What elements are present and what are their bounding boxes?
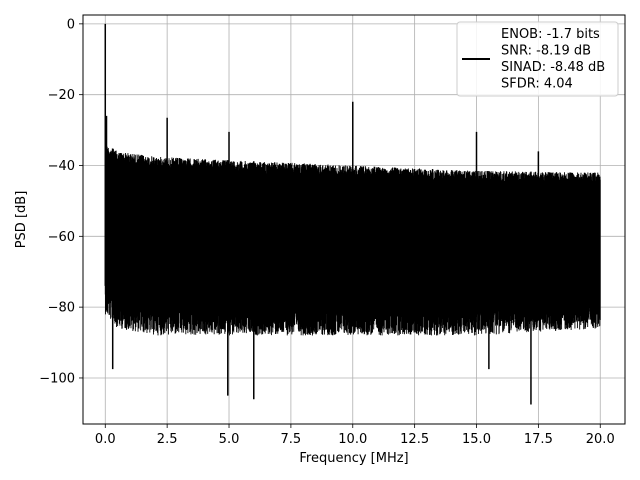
legend-entry-sfdr: SFDR: 4.04 (501, 77, 573, 92)
x-tick-label: 5.0 (219, 432, 240, 447)
x-tick-label: 7.5 (281, 432, 302, 447)
x-tick-label: 20.0 (586, 432, 615, 447)
x-tick-label: 12.5 (400, 432, 429, 447)
x-tick-label: 2.5 (157, 432, 178, 447)
plot-frame (82, 14, 626, 425)
legend-entry-snr: SNR: -8.19 dB (501, 44, 591, 59)
y-axis: 0 −20 −40 −60 −80 −100 (39, 17, 83, 386)
legend-entry-enob: ENOB: -1.7 bits (501, 27, 600, 42)
y-tick-label: −80 (48, 301, 75, 316)
y-tick-label: 0 (67, 17, 75, 32)
x-tick-label: 17.5 (524, 432, 553, 447)
y-tick-label: −60 (48, 230, 75, 245)
x-axis: 0.0 2.5 5.0 7.5 10.0 12.5 15.0 17.5 20.0 (95, 424, 615, 447)
legend-box (456, 21, 619, 97)
y-tick-label: −100 (39, 371, 75, 386)
psd-series (104, 23, 601, 405)
y-tick-label: −40 (48, 159, 75, 174)
legend: ENOB: -1.7 bits SNR: -8.19 dB SINAD: -8.… (456, 21, 619, 97)
y-axis-label: PSD [dB] (14, 191, 29, 249)
x-axis-label: Frequency [MHz] (299, 451, 408, 466)
legend-entry-sinad: SINAD: -8.48 dB (501, 60, 605, 75)
x-tick-label: 0.0 (95, 432, 116, 447)
x-tick-label: 10.0 (338, 432, 367, 447)
x-tick-label: 15.0 (462, 432, 491, 447)
y-tick-label: −20 (48, 88, 75, 103)
